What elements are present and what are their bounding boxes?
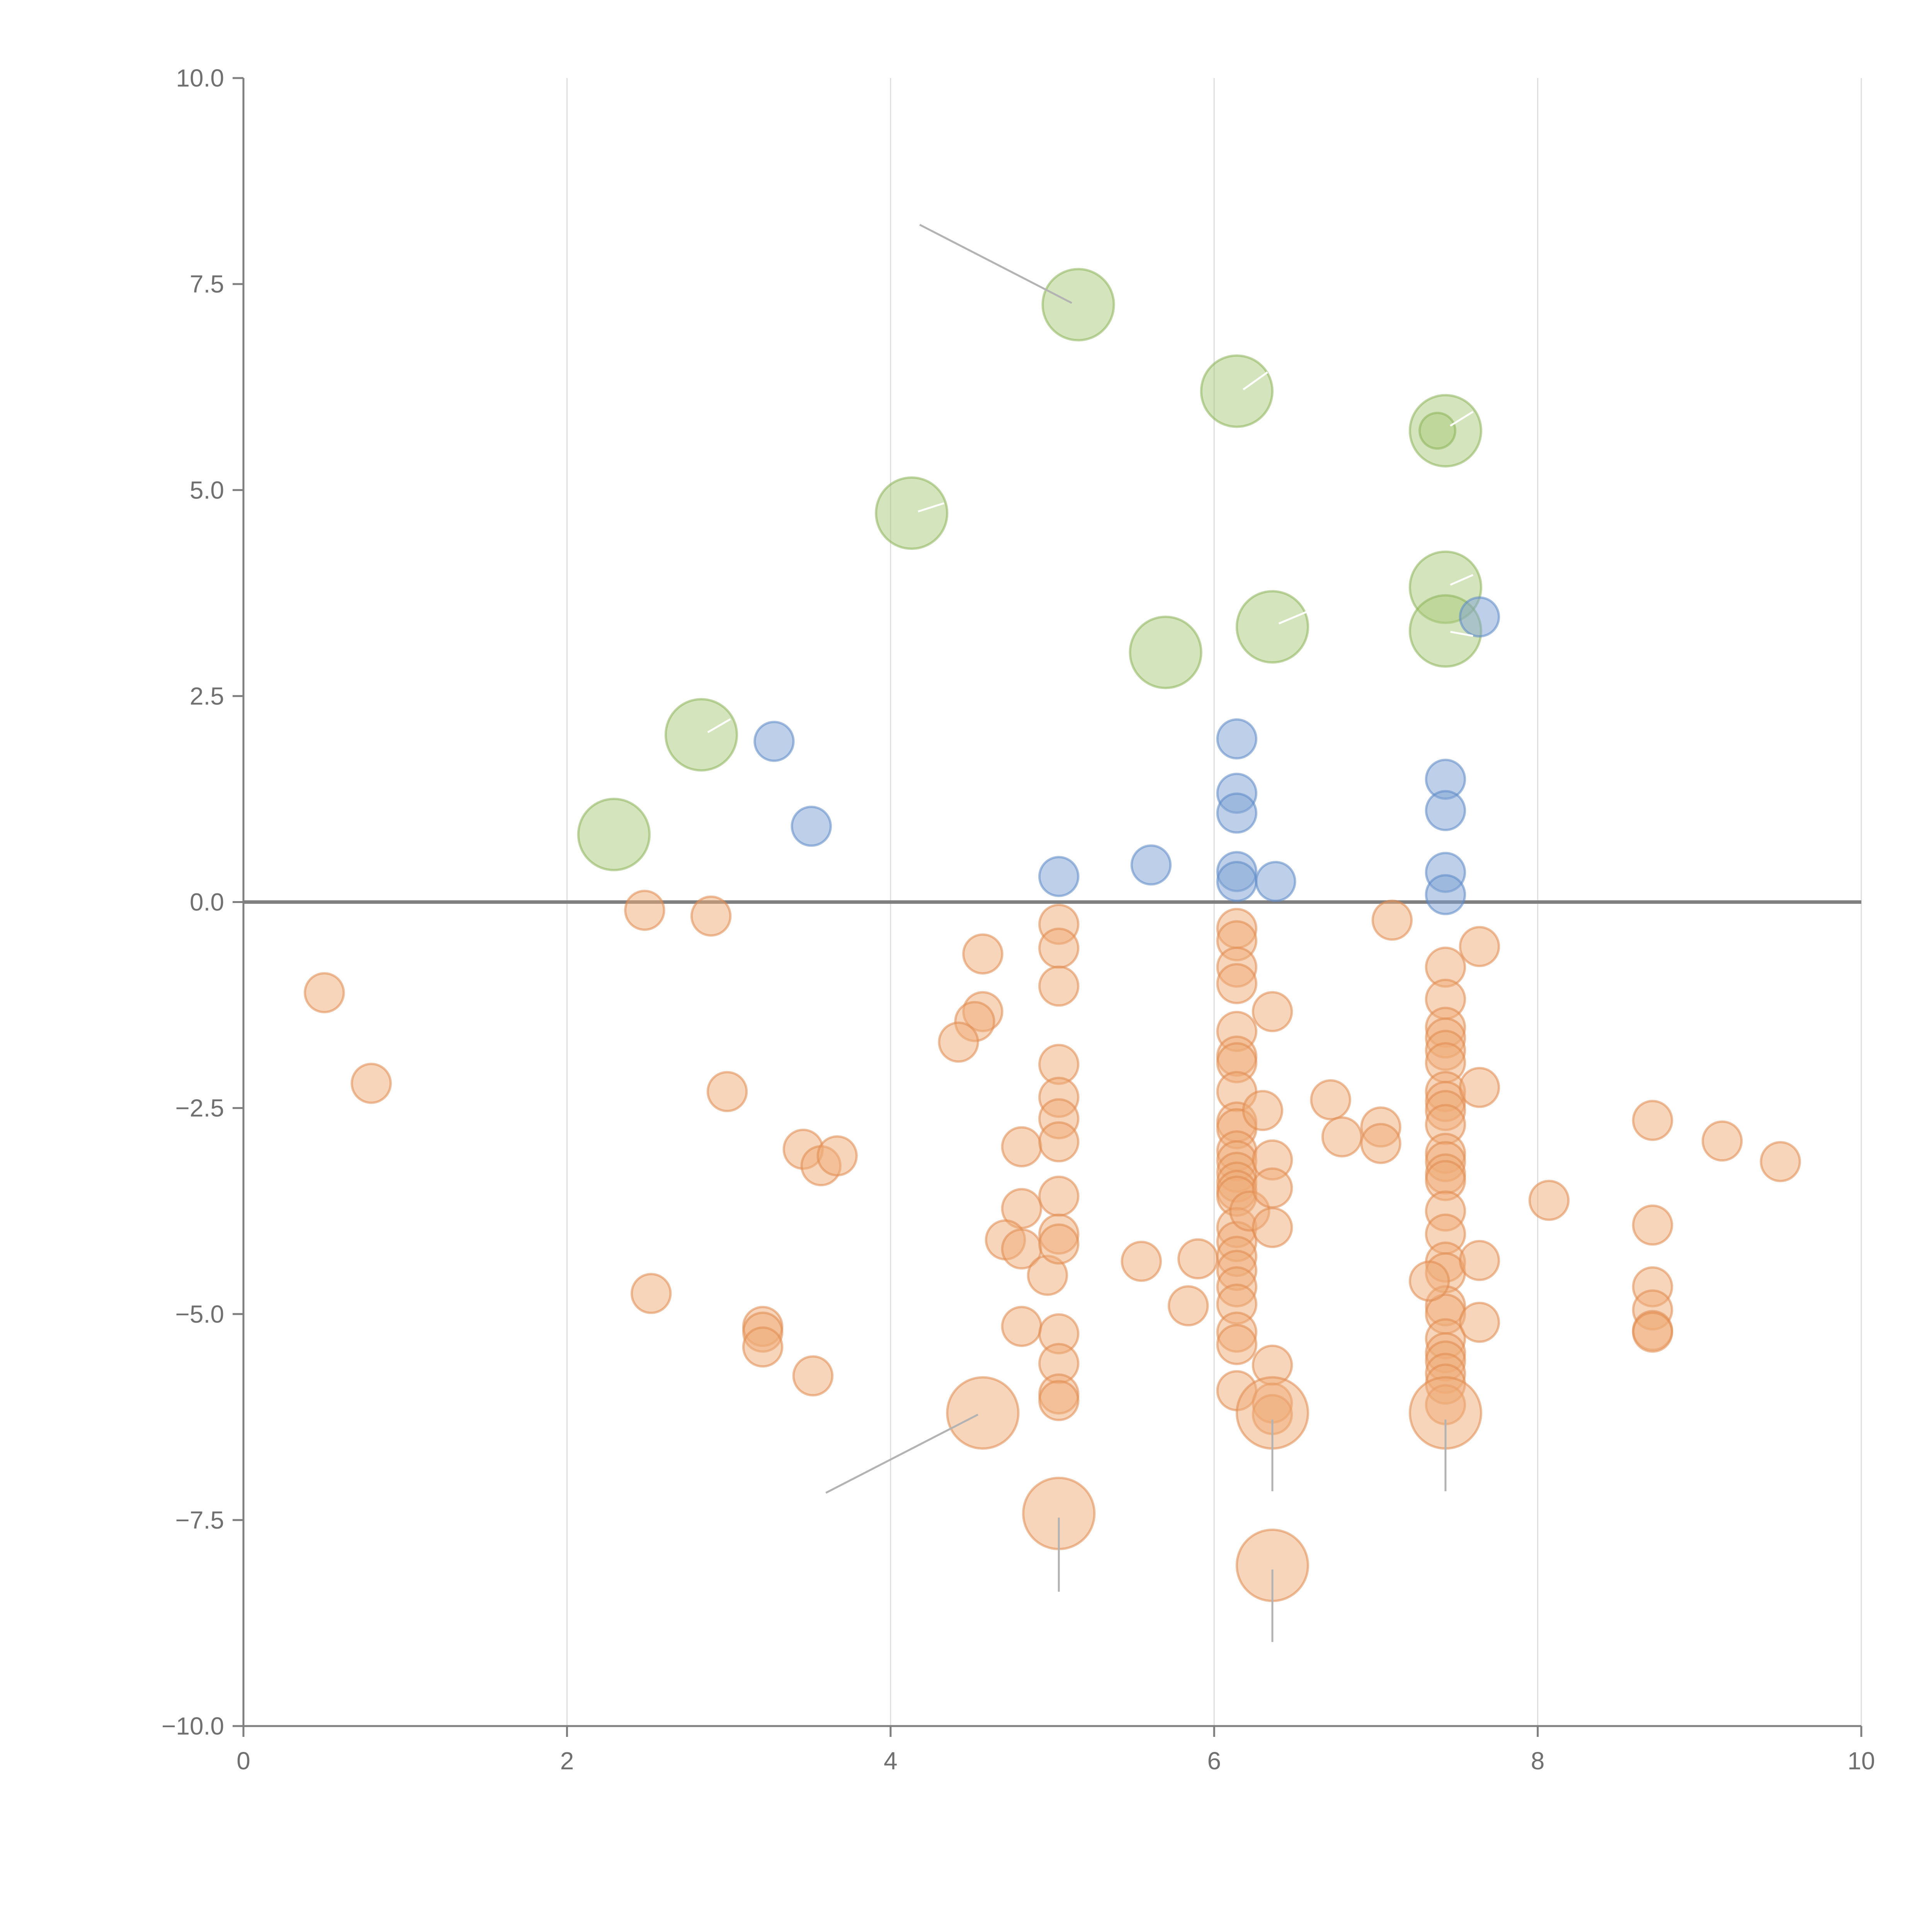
data-point-orange <box>742 1326 784 1368</box>
data-point-blue <box>791 806 832 847</box>
x-tick-label: 4 <box>884 1747 898 1775</box>
data-point-blue <box>1130 844 1172 886</box>
data-point-orange <box>624 889 665 931</box>
leader-line <box>1450 574 1474 586</box>
data-point-orange <box>1459 1301 1500 1343</box>
data-point-orange <box>1167 1285 1209 1327</box>
data-point-orange <box>1001 1126 1043 1168</box>
data-point-orange <box>938 1021 979 1063</box>
data-point-orange <box>1701 1120 1743 1162</box>
data-point-green <box>1200 354 1274 428</box>
data-point-blue <box>1038 856 1080 897</box>
data-point-orange <box>792 1355 834 1396</box>
data-point-orange <box>1121 1241 1162 1282</box>
y-tick-label: 5.0 <box>190 476 224 504</box>
leader-line <box>825 1413 979 1494</box>
y-tick-label: −2.5 <box>175 1094 224 1122</box>
data-point-orange <box>1177 1238 1219 1280</box>
x-tick-label: 8 <box>1531 1747 1545 1775</box>
y-tick-label: 10.0 <box>176 64 224 92</box>
data-point-orange <box>1001 1306 1043 1347</box>
data-point-orange <box>962 933 1003 975</box>
data-point-blue <box>1216 718 1258 760</box>
data-point-orange <box>1038 965 1080 1007</box>
data-point-orange <box>1632 1100 1673 1141</box>
y-tick-label: 2.5 <box>190 682 224 710</box>
data-point-orange <box>1216 1324 1258 1365</box>
data-point-orange <box>1459 1240 1500 1281</box>
data-point-orange <box>690 895 732 937</box>
data-point-orange <box>1038 927 1080 969</box>
data-point-orange <box>1038 1175 1080 1217</box>
data-point-orange <box>1252 1207 1293 1248</box>
leader-line <box>1450 411 1474 427</box>
data-point-orange <box>1038 1223 1080 1265</box>
leader-line <box>707 718 731 733</box>
y-tick-label: 7.5 <box>190 270 224 298</box>
data-point-orange <box>1632 1311 1673 1353</box>
data-point-orange <box>816 1135 858 1177</box>
data-point-orange <box>1408 1260 1450 1302</box>
leader-line <box>1278 611 1307 625</box>
data-point-blue <box>1255 861 1296 902</box>
data-point-orange <box>706 1071 748 1112</box>
data-points <box>304 224 1801 1642</box>
data-point-orange <box>350 1063 392 1104</box>
leader-line <box>918 502 944 513</box>
data-point-blue <box>1425 874 1466 915</box>
data-point-orange <box>1038 1380 1080 1421</box>
leader-line <box>1450 631 1473 637</box>
data-point-orange <box>1242 1090 1284 1131</box>
data-point-orange <box>1459 1067 1500 1108</box>
y-tick-label: −10.0 <box>162 1712 224 1740</box>
data-point-orange <box>1459 926 1500 967</box>
data-point-orange <box>1321 1116 1363 1158</box>
data-point-orange <box>1252 1167 1293 1209</box>
data-point-orange <box>630 1273 672 1314</box>
data-point-blue <box>753 721 795 762</box>
y-tick-label: 0.0 <box>190 888 224 916</box>
y-tick-label: −7.5 <box>175 1506 224 1534</box>
data-point-orange <box>1528 1180 1570 1221</box>
data-point-orange <box>1371 900 1413 941</box>
data-point-green-small <box>1418 412 1457 450</box>
data-point-green <box>875 476 949 550</box>
leader-line <box>919 224 1072 304</box>
data-point-orange-large <box>946 1376 1020 1450</box>
tick-labels: 10.0 7.5 5.0 2.5 0.0 −2.5 −5.0 −7.5 −10.0 0 2 4 6 8 10 <box>162 64 1875 1775</box>
data-point-orange <box>1360 1123 1401 1164</box>
data-point-green <box>577 798 651 871</box>
x-tick-label: 10 <box>1847 1747 1875 1775</box>
data-point-blue <box>1216 792 1258 834</box>
data-point-green <box>1129 616 1202 689</box>
data-point-orange <box>1632 1204 1673 1246</box>
x-tick-label: 0 <box>236 1747 250 1775</box>
data-point-orange <box>1252 991 1293 1032</box>
data-point-orange <box>1310 1079 1351 1121</box>
data-point-orange <box>1760 1141 1801 1182</box>
data-point-orange <box>1038 1121 1080 1163</box>
y-tick-label: −5.0 <box>175 1300 224 1328</box>
data-point-orange <box>304 972 345 1014</box>
data-point-blue <box>1425 790 1466 832</box>
leader-line <box>1243 371 1268 391</box>
x-tick-label: 2 <box>560 1747 574 1775</box>
data-point-green <box>1041 268 1115 342</box>
data-point-green <box>1235 590 1310 664</box>
data-point-blue <box>1459 596 1500 638</box>
data-point-orange <box>1216 963 1258 1004</box>
data-point-green <box>664 698 738 772</box>
x-tick-label: 6 <box>1207 1747 1221 1775</box>
axes <box>233 77 1862 1737</box>
data-point-blue <box>1216 861 1258 902</box>
